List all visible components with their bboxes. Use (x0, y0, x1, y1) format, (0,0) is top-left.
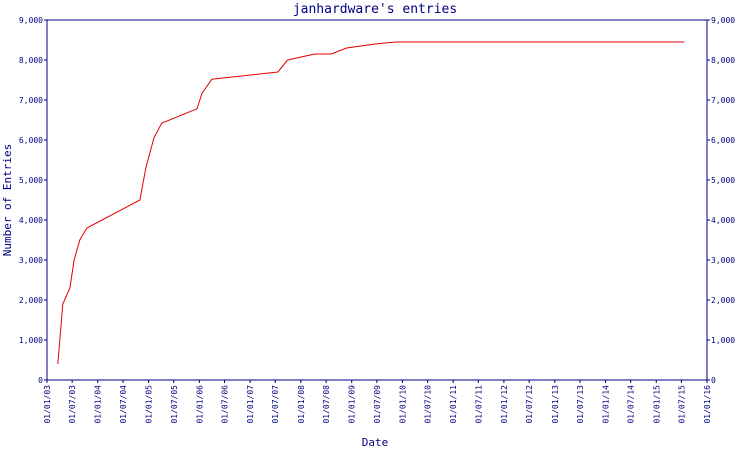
x-tick-label: 01/07/15 (677, 385, 686, 424)
x-tick-label: 01/07/09 (373, 385, 382, 424)
x-tick-label: 01/01/08 (297, 385, 306, 424)
y2-tick-label: 6,000 (711, 136, 735, 145)
x-tick-label: 01/01/12 (500, 385, 509, 424)
y-tick-label: 4,000 (19, 216, 43, 225)
x-axis-label: Date (362, 436, 389, 449)
x-tick-label: 01/01/09 (348, 385, 357, 424)
chart-title: janhardware's entries (293, 2, 457, 17)
x-tick-label: 01/01/05 (145, 385, 154, 424)
x-tick-label: 01/07/08 (322, 385, 331, 424)
y-axis-label: Number of Entries (1, 144, 14, 257)
plot-frame (46, 19, 708, 381)
y2-tick-label: 0 (711, 376, 716, 385)
y2-tick-label: 8,000 (711, 56, 735, 65)
x-tick-label: 01/07/10 (424, 385, 433, 424)
x-tick-label: 01/07/06 (221, 385, 230, 424)
y-tick-label: 6,000 (19, 136, 43, 145)
x-tick-label: 01/07/05 (170, 385, 179, 424)
x-tick-label: 01/07/14 (627, 385, 636, 424)
y-tick-label: 5,000 (19, 176, 43, 185)
x-tick-label: 01/07/03 (68, 385, 77, 424)
x-tick-label: 01/01/11 (449, 385, 458, 424)
data-line (57, 41, 685, 365)
x-tick-label: 01/07/12 (525, 385, 534, 424)
x-tick-label: 01/01/14 (602, 385, 611, 424)
x-tick-label: 01/01/04 (94, 385, 103, 424)
x-tick-label: 01/07/13 (576, 385, 585, 424)
y2-tick-label: 4,000 (711, 216, 735, 225)
x-tick-label: 01/01/15 (652, 385, 661, 424)
y2-tick-label: 5,000 (711, 176, 735, 185)
y2-tick-label: 3,000 (711, 256, 735, 265)
y-tick-label: 3,000 (19, 256, 43, 265)
x-tick-label: 01/07/07 (271, 385, 280, 424)
x-tick-label: 01/01/06 (195, 385, 204, 424)
x-tick-label: 01/01/10 (398, 385, 407, 424)
x-tick-label: 01/07/11 (474, 385, 483, 424)
y-tick-label: 2,000 (19, 296, 43, 305)
y2-tick-label: 9,000 (711, 16, 735, 25)
x-tick-label: 01/01/16 (703, 385, 712, 424)
x-tick-label: 01/01/07 (246, 385, 255, 424)
y-tick-label: 9,000 (19, 16, 43, 25)
x-tick-label: 01/01/03 (43, 385, 52, 424)
y2-tick-label: 2,000 (711, 296, 735, 305)
y2-tick-label: 7,000 (711, 96, 735, 105)
y-tick-label: 1,000 (19, 336, 43, 345)
x-tick-label: 01/01/13 (551, 385, 560, 424)
y-tick-label: 8,000 (19, 56, 43, 65)
x-tick-label: 01/07/04 (119, 385, 128, 424)
y-tick-label: 7,000 (19, 96, 43, 105)
y-tick-label: 0 (38, 376, 43, 385)
y2-tick-label: 1,000 (711, 336, 735, 345)
